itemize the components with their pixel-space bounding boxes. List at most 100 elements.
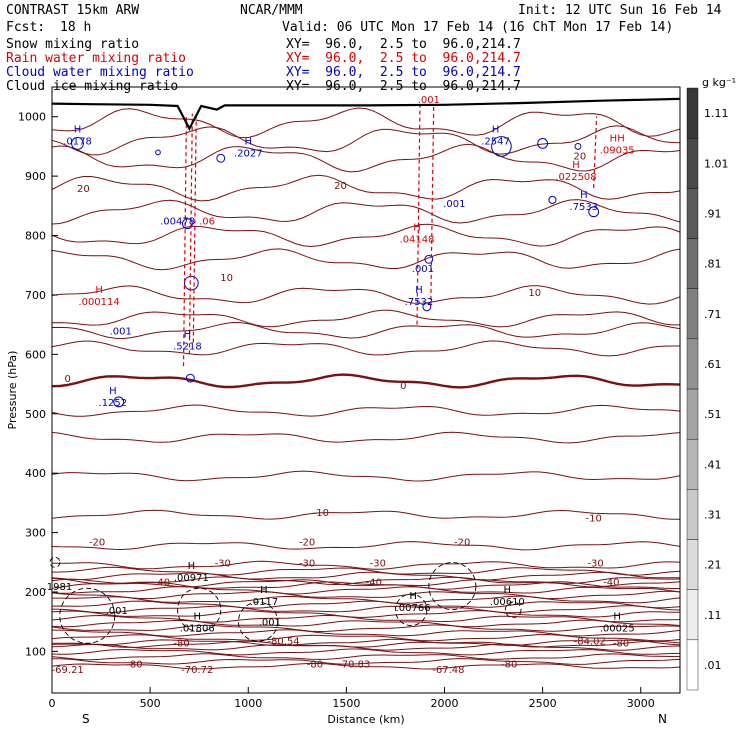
extremum-value: .00610 [490,597,525,608]
temperature-label: -80.54 [267,637,299,648]
extremum-marker: H [188,561,196,572]
isotherm [51,223,681,248]
cloud-water-contour [491,136,512,157]
x-axis-label: Distance (km) [327,713,404,726]
isotherm [51,624,681,633]
cloud-water-contour [216,153,226,163]
y-tick-label: 500 [25,408,46,421]
extremum-marker: H [613,612,621,623]
isotherm [51,309,680,328]
isotherm [51,571,680,581]
extremum-marker: H [74,124,82,135]
temperature-label: -80 [173,639,189,650]
isotherm [51,470,681,482]
extremum-value: .7532 [405,297,434,308]
model-title: CONTRAST 15km ARW [6,3,140,18]
isotherm [51,590,681,600]
extremum-value: .00025 [600,624,635,635]
temperature-label: -80 [501,659,517,670]
colorbar-tick-label: .81 [704,258,722,271]
temperature-label: -40 [603,577,619,588]
colorbar-segment [686,87,699,139]
extremum-value: .0117 [250,597,279,608]
isotherm [51,600,681,609]
temperature-label: -30 [215,558,231,569]
xy-rain: XY= 96.0, 2.5 to 96.0,214.7 [286,51,521,66]
temperature-label: -10 [313,508,329,519]
rain-water-contour [192,116,197,343]
temperature-label: -70.72 [181,665,213,676]
extremum-marker: H [413,223,421,234]
extremum-marker: H [580,190,588,201]
cloud-water-contour [588,206,600,218]
colorbar-tick-label: .71 [704,308,722,321]
isotherm [51,509,680,520]
colorbar-tick-label: .51 [704,408,722,421]
temperature-label: -80 [307,659,323,670]
extremum-value: .01806 [180,624,215,635]
field-snow: Snow mixing ratio [6,37,140,52]
cloud-water-contour [113,396,125,408]
extremum-value: .001 [412,264,434,275]
isotherm [51,174,681,202]
colorbar-tick-label: .21 [704,559,722,572]
colorbar-segment [686,338,699,390]
x-tick-label: 1500 [332,697,360,710]
colorbar-segment [686,639,699,691]
rain-water-contour [188,113,193,355]
temperature-label: -40 [154,577,170,588]
temperature-label: -20 [299,538,315,549]
isotherm [51,653,681,661]
field-cloud-water: Cloud water mixing ratio [6,65,194,80]
y-tick-label: 100 [25,645,46,658]
isotherm [51,285,681,305]
extremum-value: .00766 [396,603,431,614]
forecast-label: Fcst: [6,20,46,35]
x-tick-label: 500 [140,697,161,710]
temperature-label: -84.02 [574,637,606,648]
extremum-marker: H [504,585,512,596]
extremum-value: .001 [106,606,128,617]
cloud-ice-contour [428,562,477,611]
extremum-value: .00478 [160,217,195,228]
isotherm [51,431,681,444]
x-end-left: S [82,712,90,726]
extremum-value: .001 [110,327,132,338]
extremum-value: .04148 [400,235,435,246]
colorbar-tick-label: 1.01 [704,157,729,170]
isotherm-zero [51,373,681,389]
colorbar-tick-label: .91 [704,207,722,220]
isotherm [51,321,681,340]
cloud-ice-contour [177,587,222,632]
isotherm [52,595,681,604]
colorbar-tick-label: .41 [704,458,722,471]
colorbar-segment [686,388,699,440]
temperature-label: -69.21 [52,665,84,676]
colorbar-tick-label: .31 [704,508,722,521]
isotherm [51,199,681,225]
colorbar-segment [686,137,699,189]
temperature-label: -80 [126,659,142,670]
extremum-value: .5218 [173,341,202,352]
cloud-water-contour [424,254,434,264]
extremum-value: .00971 [174,573,209,584]
terrain-line [51,97,681,131]
extremum-value: .2547 [481,136,510,147]
cloud-ice-contour [237,601,279,642]
temperature-label: 10 [528,288,541,299]
colorbar-segment [686,589,699,641]
rain-water-contour [416,104,421,325]
cloud-ice-contour [394,593,428,626]
isotherm [51,662,681,670]
init-time: Init: 12 UTC Sun 16 Feb 14 [518,3,722,18]
extremum-marker: H [244,136,252,147]
colorbar-segment [686,238,699,289]
isotherm [51,586,681,595]
cloud-water-contour [71,137,84,150]
colorbar-tick-label: 1.11 [704,107,729,120]
extremum-value: .09035 [600,145,635,156]
plot-frame [51,86,681,694]
temperature-label: -20 [454,538,470,549]
y-tick-label: 300 [25,527,46,540]
